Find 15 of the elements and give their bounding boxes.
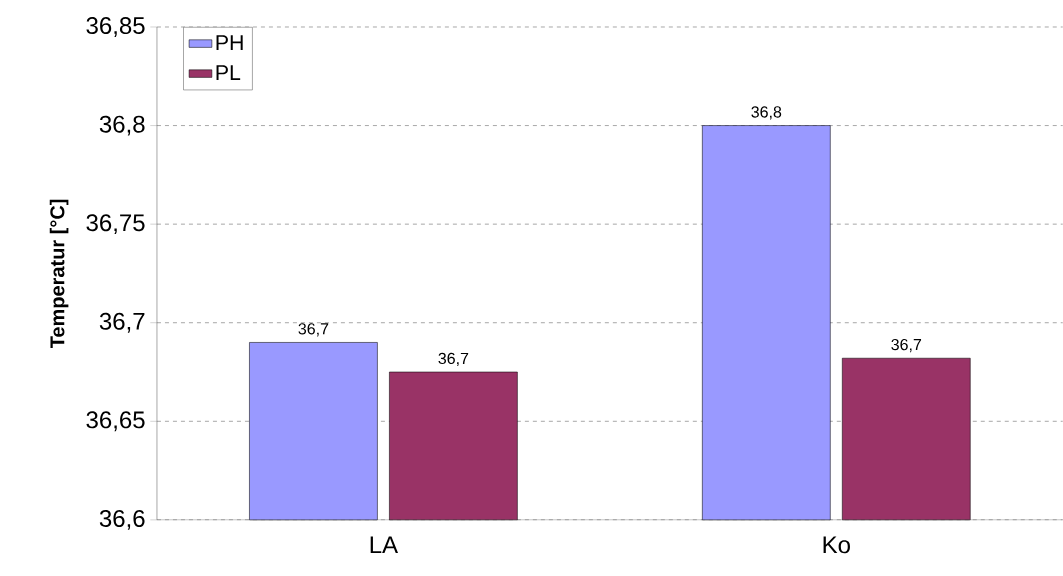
data-label: 36,8 xyxy=(751,106,782,120)
y-tick-label: 36,85 xyxy=(86,17,145,37)
y-tick-label: 36,75 xyxy=(86,214,145,235)
y-tick-label: 36,7 xyxy=(99,312,145,333)
legend-label: PL xyxy=(216,65,241,80)
data-label: 36,7 xyxy=(298,323,329,337)
y-tick-label: 36,8 xyxy=(99,115,145,136)
data-label: 36,7 xyxy=(438,352,469,367)
y-axis-title: Temperatur [°C] xyxy=(49,199,69,349)
data-label: 36,7 xyxy=(891,339,922,353)
x-tick-label: LA xyxy=(370,536,399,554)
legend-label: PH xyxy=(216,35,243,50)
x-tick-label: Ko xyxy=(823,536,850,554)
y-tick-label: 36,6 xyxy=(99,510,145,530)
y-tick-label: 36,65 xyxy=(86,411,145,432)
